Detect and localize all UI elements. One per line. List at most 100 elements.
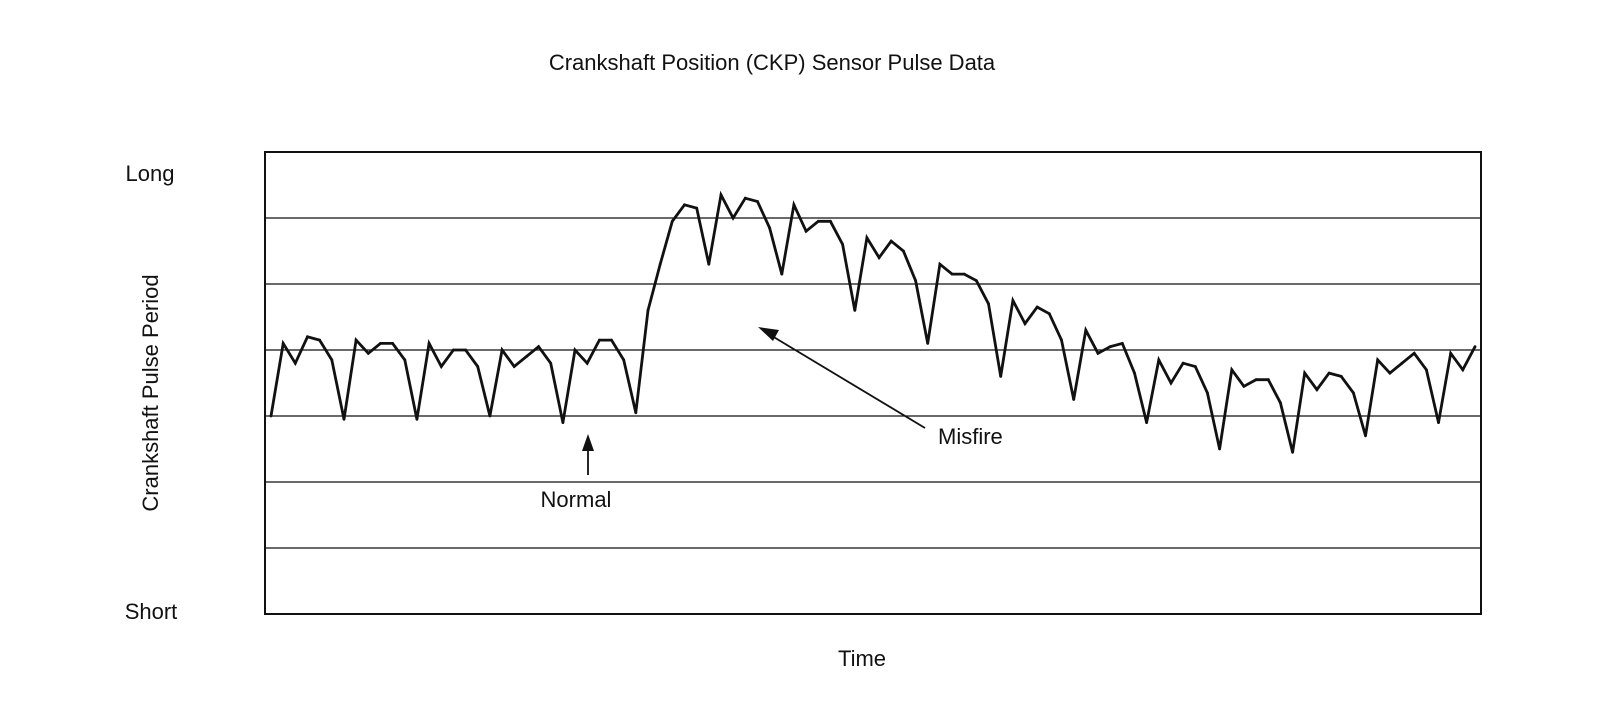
data-point-19 (500, 348, 504, 352)
data-point-81 (1254, 378, 1258, 382)
data-point-94 (1412, 351, 1416, 355)
data-point-6 (342, 417, 346, 421)
data-point-76 (1193, 365, 1197, 368)
data-point-83 (1279, 401, 1282, 405)
misfire-arrow-shaft (771, 335, 926, 429)
data-point-69 (1108, 345, 1112, 349)
data-point-92 (1388, 371, 1392, 375)
data-point-20 (512, 365, 516, 368)
data-point-1 (281, 342, 285, 345)
data-point-44 (804, 229, 808, 233)
data-point-95 (1425, 368, 1428, 372)
y-tick-label-short: Short (125, 599, 178, 624)
data-point-66 (1072, 398, 1076, 401)
data-point-62 (1023, 322, 1027, 325)
data-points (269, 193, 1477, 454)
data-point-4 (318, 338, 321, 342)
data-point-78 (1218, 447, 1221, 451)
data-point-28 (610, 338, 613, 342)
data-point-15 (452, 348, 455, 352)
data-point-58 (975, 279, 978, 283)
data-point-31 (646, 309, 650, 312)
data-point-48 (853, 309, 857, 312)
data-point-37 (719, 193, 723, 197)
data-point-61 (1011, 299, 1015, 302)
data-point-39 (743, 196, 747, 200)
data-point-86 (1315, 388, 1319, 391)
data-point-26 (585, 361, 589, 365)
series-group (269, 190, 1477, 453)
data-point-79 (1230, 368, 1234, 372)
data-point-51 (889, 239, 893, 243)
data-point-52 (902, 249, 905, 253)
data-point-75 (1181, 361, 1185, 365)
data-point-36 (707, 262, 711, 266)
data-point-50 (877, 256, 881, 259)
data-point-88 (1339, 375, 1343, 378)
data-point-46 (829, 219, 832, 223)
data-point-35 (695, 206, 699, 210)
data-point-82 (1266, 378, 1270, 382)
data-point-5 (330, 358, 334, 362)
data-point-80 (1242, 384, 1246, 388)
data-point-96 (1437, 421, 1440, 424)
annotation-normal: Normal (541, 434, 611, 512)
data-point-74 (1169, 381, 1173, 385)
chart-title: Crankshaft Position (CKP) Sensor Pulse D… (549, 50, 996, 75)
data-point-68 (1096, 351, 1100, 355)
data-point-87 (1327, 371, 1331, 375)
data-point-47 (841, 243, 844, 246)
data-point-84 (1291, 450, 1294, 454)
data-point-13 (427, 342, 431, 345)
data-point-85 (1303, 371, 1307, 375)
data-point-10 (391, 342, 394, 345)
data-point-70 (1120, 342, 1124, 345)
series-line-ckp-pulse-period (269, 190, 1477, 453)
normal-arrow-head (582, 434, 594, 451)
data-point-90 (1364, 434, 1367, 438)
data-point-0 (269, 414, 273, 418)
data-point-40 (756, 200, 759, 203)
data-point-30 (634, 411, 638, 415)
data-point-32 (658, 262, 662, 266)
misfire-arrow-head (758, 327, 779, 341)
data-point-7 (354, 338, 358, 342)
data-point-97 (1449, 351, 1453, 355)
data-point-42 (780, 272, 784, 276)
data-point-99 (1473, 345, 1477, 349)
data-point-29 (622, 358, 626, 362)
data-point-34 (683, 203, 686, 207)
data-point-23 (549, 361, 553, 365)
data-point-98 (1461, 368, 1465, 372)
data-point-21 (525, 355, 528, 358)
annotation-label-misfire: Misfire (938, 424, 1003, 449)
data-point-57 (962, 272, 966, 276)
data-point-56 (950, 272, 954, 276)
data-point-43 (792, 203, 796, 207)
data-point-93 (1400, 361, 1404, 365)
data-point-11 (403, 358, 407, 362)
data-point-17 (476, 365, 480, 368)
data-point-77 (1206, 391, 1209, 395)
data-point-9 (379, 342, 382, 345)
data-point-67 (1084, 328, 1088, 332)
data-point-41 (768, 226, 771, 230)
data-point-38 (731, 216, 735, 220)
data-point-2 (293, 361, 297, 365)
data-point-25 (573, 348, 577, 352)
data-point-12 (415, 417, 419, 421)
data-point-55 (938, 262, 942, 266)
data-point-72 (1145, 421, 1148, 424)
data-point-24 (561, 421, 565, 424)
data-point-49 (865, 236, 869, 240)
data-point-8 (366, 351, 370, 355)
data-point-89 (1352, 391, 1355, 395)
data-point-63 (1035, 305, 1039, 309)
plot-area-frame (264, 151, 1482, 615)
data-point-54 (926, 342, 930, 345)
data-point-71 (1133, 371, 1136, 375)
x-axis-title: Time (838, 646, 886, 671)
data-point-59 (987, 302, 990, 306)
data-point-64 (1047, 312, 1051, 316)
